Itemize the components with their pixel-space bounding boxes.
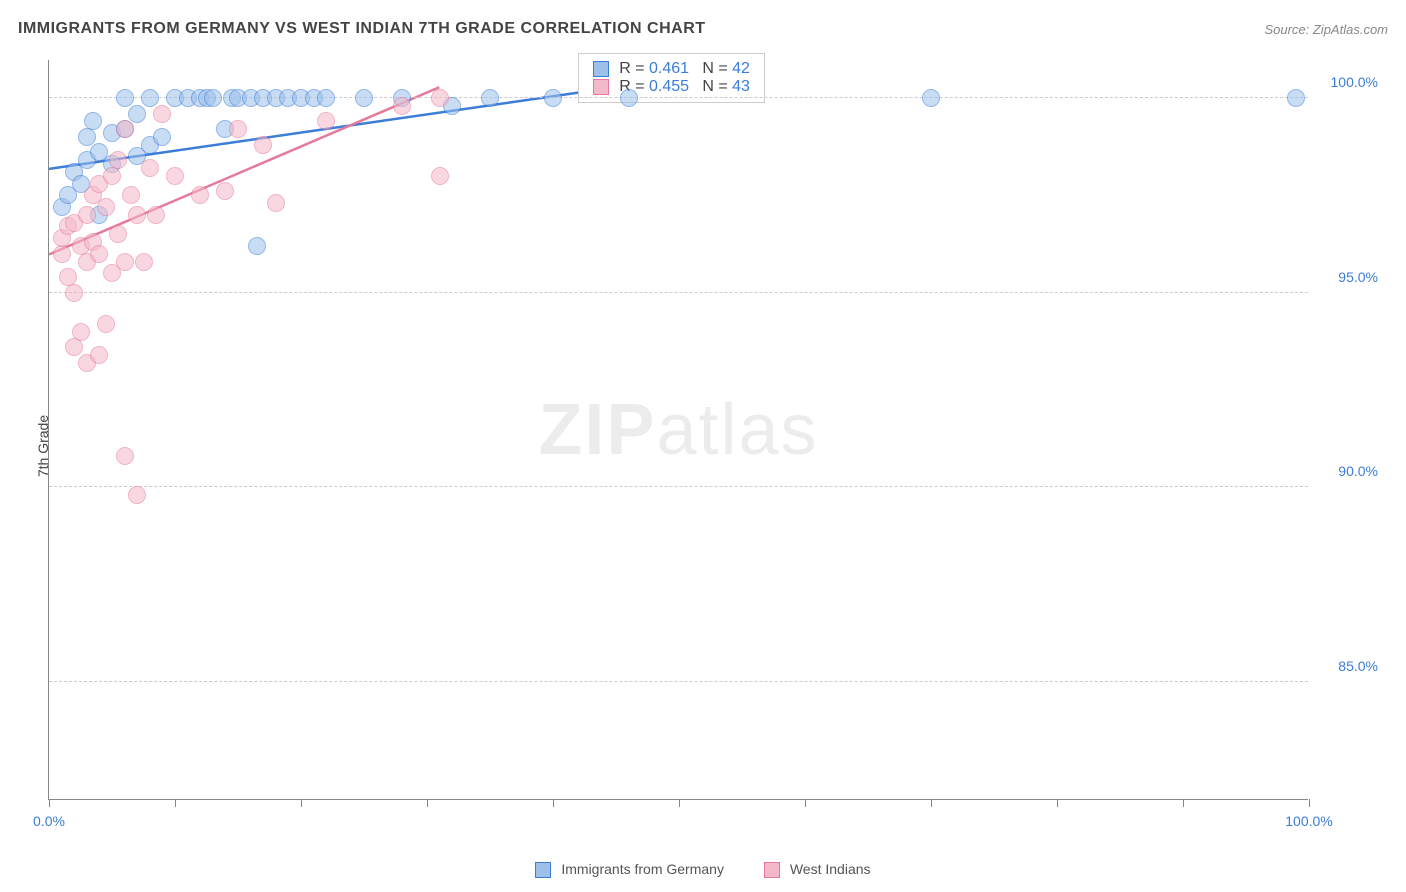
x-tick [1057, 799, 1058, 807]
point-germany [1287, 89, 1305, 107]
point-west-indian [166, 167, 184, 185]
chart-title: IMMIGRANTS FROM GERMANY VS WEST INDIAN 7… [18, 20, 706, 38]
point-germany [78, 128, 96, 146]
x-tick [1183, 799, 1184, 807]
scatter-plot: ZIPatlas R = 0.461 N = 42R = 0.455 N = 4… [48, 60, 1308, 800]
point-west-indian [216, 182, 234, 200]
watermark-text: ZIPatlas [538, 389, 818, 471]
point-west-indian [116, 120, 134, 138]
gridline [49, 681, 1308, 682]
point-germany [204, 89, 222, 107]
point-germany [153, 128, 171, 146]
y-tick-label: 85.0% [1318, 658, 1378, 674]
correlation-stats-box: R = 0.461 N = 42R = 0.455 N = 43 [578, 53, 765, 103]
legend-swatch-germany [535, 862, 551, 878]
y-tick-label: 95.0% [1318, 269, 1378, 285]
point-west-indian [153, 105, 171, 123]
source-attribution: Source: ZipAtlas.com [1264, 22, 1388, 37]
x-tick-label: 100.0% [1285, 813, 1332, 829]
point-west-indian [229, 120, 247, 138]
point-west-indian [128, 206, 146, 224]
x-tick [553, 799, 554, 807]
point-west-indian [97, 198, 115, 216]
point-west-indian [122, 186, 140, 204]
y-tick-label: 90.0% [1318, 463, 1378, 479]
point-west-indian [109, 151, 127, 169]
stat-row: R = 0.461 N = 42 [593, 60, 750, 78]
x-tick [301, 799, 302, 807]
point-germany [481, 89, 499, 107]
point-germany [620, 89, 638, 107]
point-germany [544, 89, 562, 107]
x-tick [1309, 799, 1310, 807]
point-germany [248, 237, 266, 255]
point-west-indian [135, 253, 153, 271]
point-west-indian [109, 225, 127, 243]
point-germany [141, 89, 159, 107]
point-west-indian [128, 486, 146, 504]
gridline [49, 292, 1308, 293]
point-west-indian [116, 253, 134, 271]
point-west-indian [90, 245, 108, 263]
stat-swatch [593, 79, 609, 95]
x-tick [49, 799, 50, 807]
stat-row: R = 0.455 N = 43 [593, 78, 750, 96]
x-tick [805, 799, 806, 807]
x-tick [427, 799, 428, 807]
point-west-indian [267, 194, 285, 212]
x-tick-label: 0.0% [33, 813, 65, 829]
gridline [49, 486, 1308, 487]
point-germany [317, 89, 335, 107]
point-west-indian [317, 112, 335, 130]
x-tick [931, 799, 932, 807]
point-west-indian [90, 346, 108, 364]
point-west-indian [78, 206, 96, 224]
point-west-indian [103, 167, 121, 185]
x-tick [175, 799, 176, 807]
point-germany [355, 89, 373, 107]
point-west-indian [147, 206, 165, 224]
x-tick [679, 799, 680, 807]
point-germany [116, 89, 134, 107]
point-germany [128, 105, 146, 123]
legend-swatch-west-indians [764, 862, 780, 878]
legend-item-west-indians: West Indians [764, 861, 871, 878]
point-west-indian [141, 159, 159, 177]
point-west-indian [431, 167, 449, 185]
stat-swatch [593, 61, 609, 77]
point-germany [922, 89, 940, 107]
point-west-indian [65, 284, 83, 302]
point-west-indian [116, 447, 134, 465]
point-west-indian [53, 245, 71, 263]
x-axis-legend: Immigrants from Germany West Indians [0, 861, 1406, 878]
point-west-indian [431, 89, 449, 107]
point-west-indian [65, 338, 83, 356]
y-tick-label: 100.0% [1318, 74, 1378, 90]
legend-item-germany: Immigrants from Germany [535, 861, 723, 878]
point-west-indian [97, 315, 115, 333]
point-west-indian [191, 186, 209, 204]
point-west-indian [254, 136, 272, 154]
point-west-indian [72, 323, 90, 341]
point-west-indian [393, 97, 411, 115]
point-germany [84, 112, 102, 130]
